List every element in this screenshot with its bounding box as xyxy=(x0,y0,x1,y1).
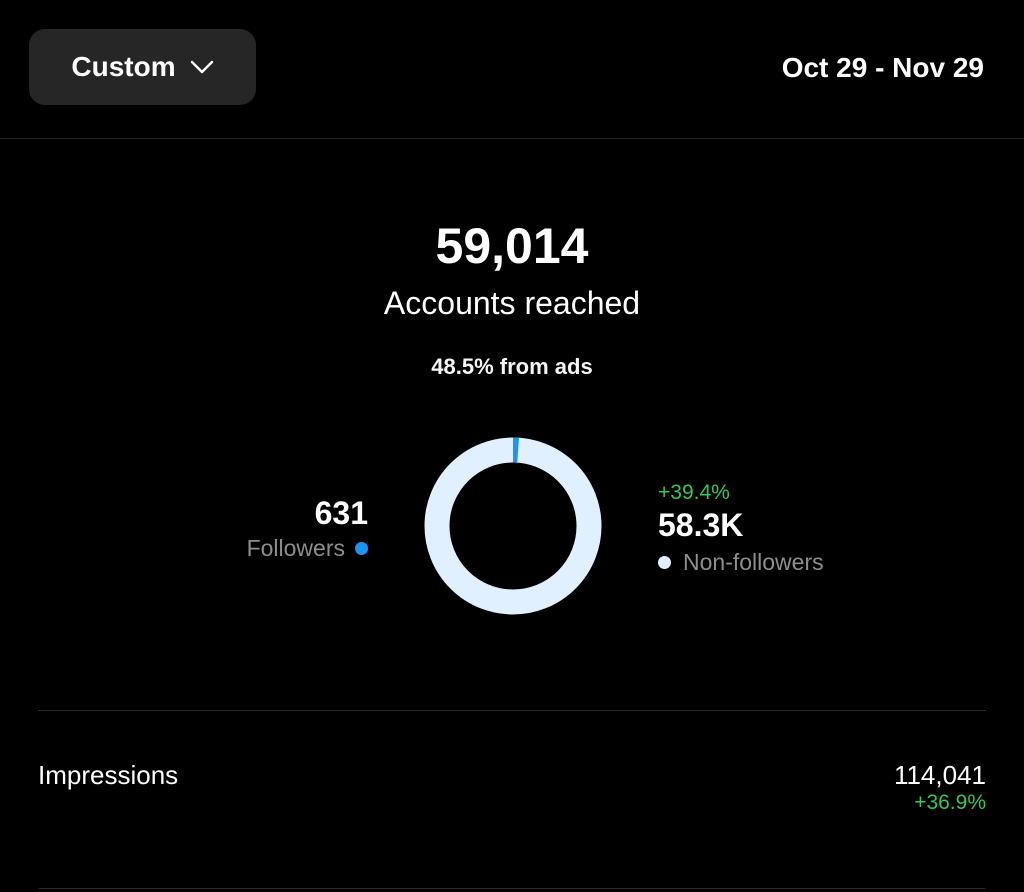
accounts-reached-label: Accounts reached xyxy=(383,285,641,321)
chevron-down-icon xyxy=(190,60,213,74)
date-range-dropdown[interactable]: Custom xyxy=(29,29,256,105)
followers-legend-dot xyxy=(355,542,368,555)
impressions-values: 114,041 +36.9% xyxy=(894,760,986,816)
date-range-text: Oct 29 - Nov 29 xyxy=(781,52,984,83)
accounts-reached-value: 59,014 xyxy=(435,218,589,274)
non-followers-label: Non-followers xyxy=(683,549,824,575)
header: Custom Oct 29 - Nov 29 xyxy=(0,0,1024,139)
followers-label: Followers xyxy=(246,535,345,561)
ads-percentage: 48.5% from ads xyxy=(431,354,593,379)
range-label: Custom xyxy=(71,51,176,82)
impressions-delta: +36.9% xyxy=(914,791,986,814)
non-followers-legend-dot xyxy=(658,556,671,569)
non-followers-delta: +39.4% xyxy=(658,481,730,504)
followers-value: 631 xyxy=(314,495,368,531)
non-followers-value: 58.3K xyxy=(658,507,744,543)
section-divider-bottom xyxy=(38,888,986,889)
non-followers-stat: +39.4% 58.3K Non-followers xyxy=(658,481,824,576)
impressions-row-label[interactable]: Impressions xyxy=(38,760,179,790)
section-divider xyxy=(38,710,986,711)
audience-donut-chart xyxy=(424,437,602,615)
impressions-value: 114,041 xyxy=(893,760,986,790)
non-followers-arc xyxy=(424,437,602,615)
followers-stat: 631 Followers xyxy=(247,495,368,562)
